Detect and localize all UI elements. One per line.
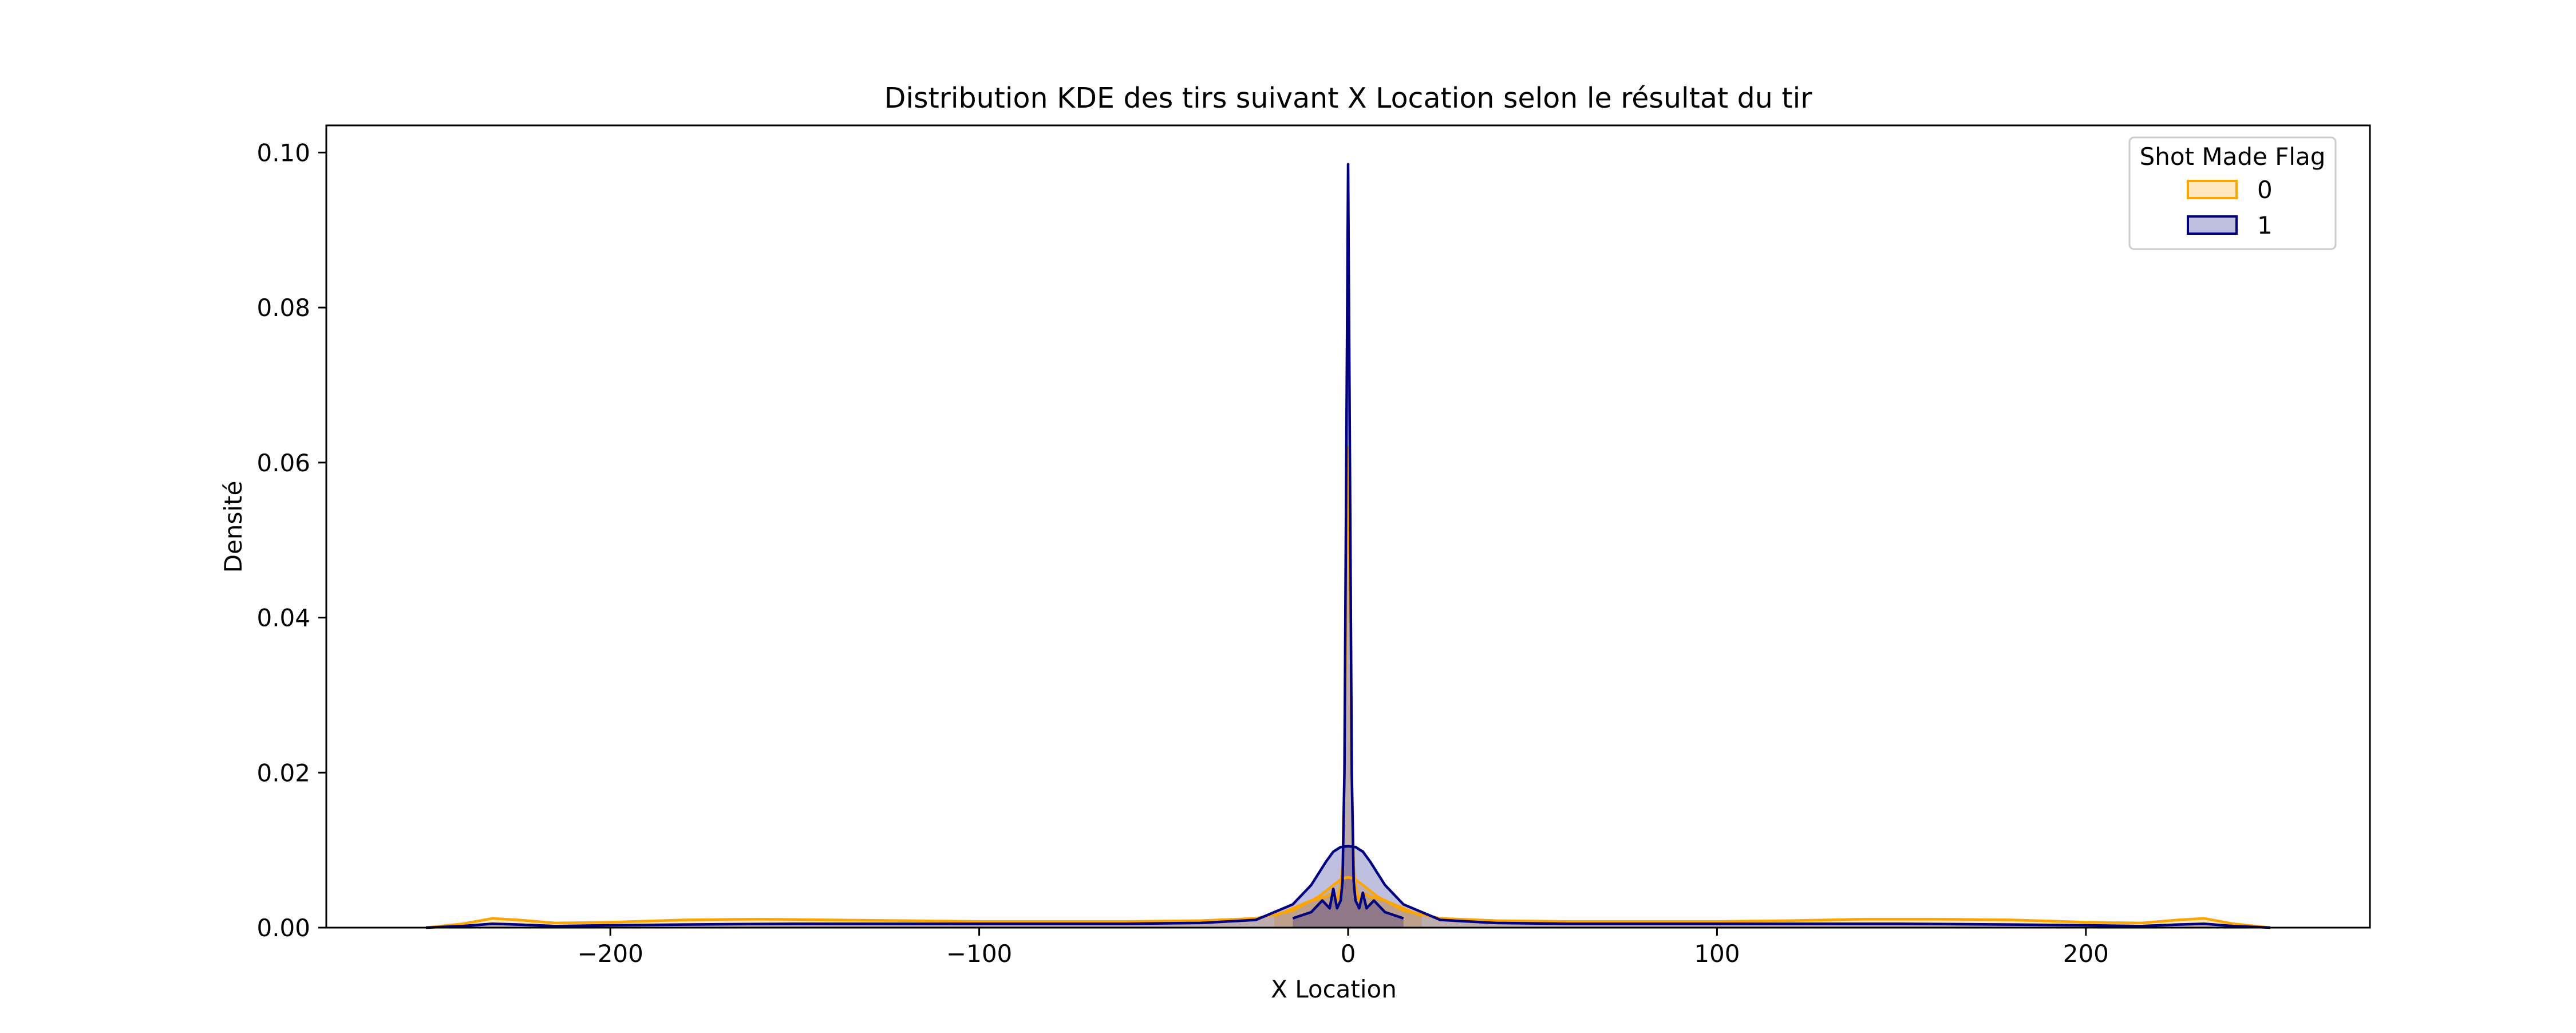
legend-box — [2128, 136, 2337, 250]
y-tick-label: 0.10 — [256, 139, 310, 167]
series-0-spike-curve-fill — [1274, 447, 1422, 928]
x-tick-label: 100 — [1694, 940, 1740, 968]
series-1-broad-curve-fill — [426, 846, 2270, 928]
x-tick-label: 200 — [2063, 940, 2109, 968]
y-tick-label: 0.02 — [256, 759, 310, 787]
y-tick-label: 0.04 — [256, 604, 310, 632]
x-tick-label: 0 — [1341, 940, 1356, 968]
density-fills — [426, 164, 2270, 928]
legend: Shot Made Flag 0 1 — [2128, 136, 2337, 250]
series-1-broad-curve-line — [425, 845, 2271, 929]
legend-label-0: 0 — [2257, 176, 2273, 204]
y-axis-label: Densité — [219, 481, 247, 573]
series-1-spike-curve-fill — [1293, 164, 1404, 928]
legend-swatch-0 — [2187, 180, 2238, 199]
chart-title: Distribution KDE des tirs suivant X Loca… — [884, 82, 1813, 115]
x-axis-ticks: −200 −100 0 100 200 — [578, 928, 2109, 968]
y-tick-label: 0.06 — [256, 449, 310, 477]
y-axis-ticks: 0.00 0.02 0.04 0.06 0.08 0.10 — [256, 139, 326, 942]
series-1-spike-curve-line — [1292, 163, 1404, 920]
x-axis-label: X Location — [1271, 975, 1397, 1003]
x-tick-label: −200 — [578, 940, 643, 968]
legend-swatch-1 — [2187, 215, 2238, 235]
series-0-broad-curve-fill — [426, 877, 2270, 928]
density-lines — [425, 163, 2271, 929]
y-tick-label: 0.08 — [256, 294, 310, 322]
x-tick-label: −100 — [946, 940, 1012, 968]
legend-title: Shot Made Flag — [2140, 143, 2326, 171]
y-tick-label: 0.00 — [256, 914, 310, 942]
legend-label-1: 1 — [2257, 211, 2273, 239]
series-0-broad-curve-line — [425, 876, 2271, 929]
series-0-spike-curve-line — [1274, 445, 1423, 917]
